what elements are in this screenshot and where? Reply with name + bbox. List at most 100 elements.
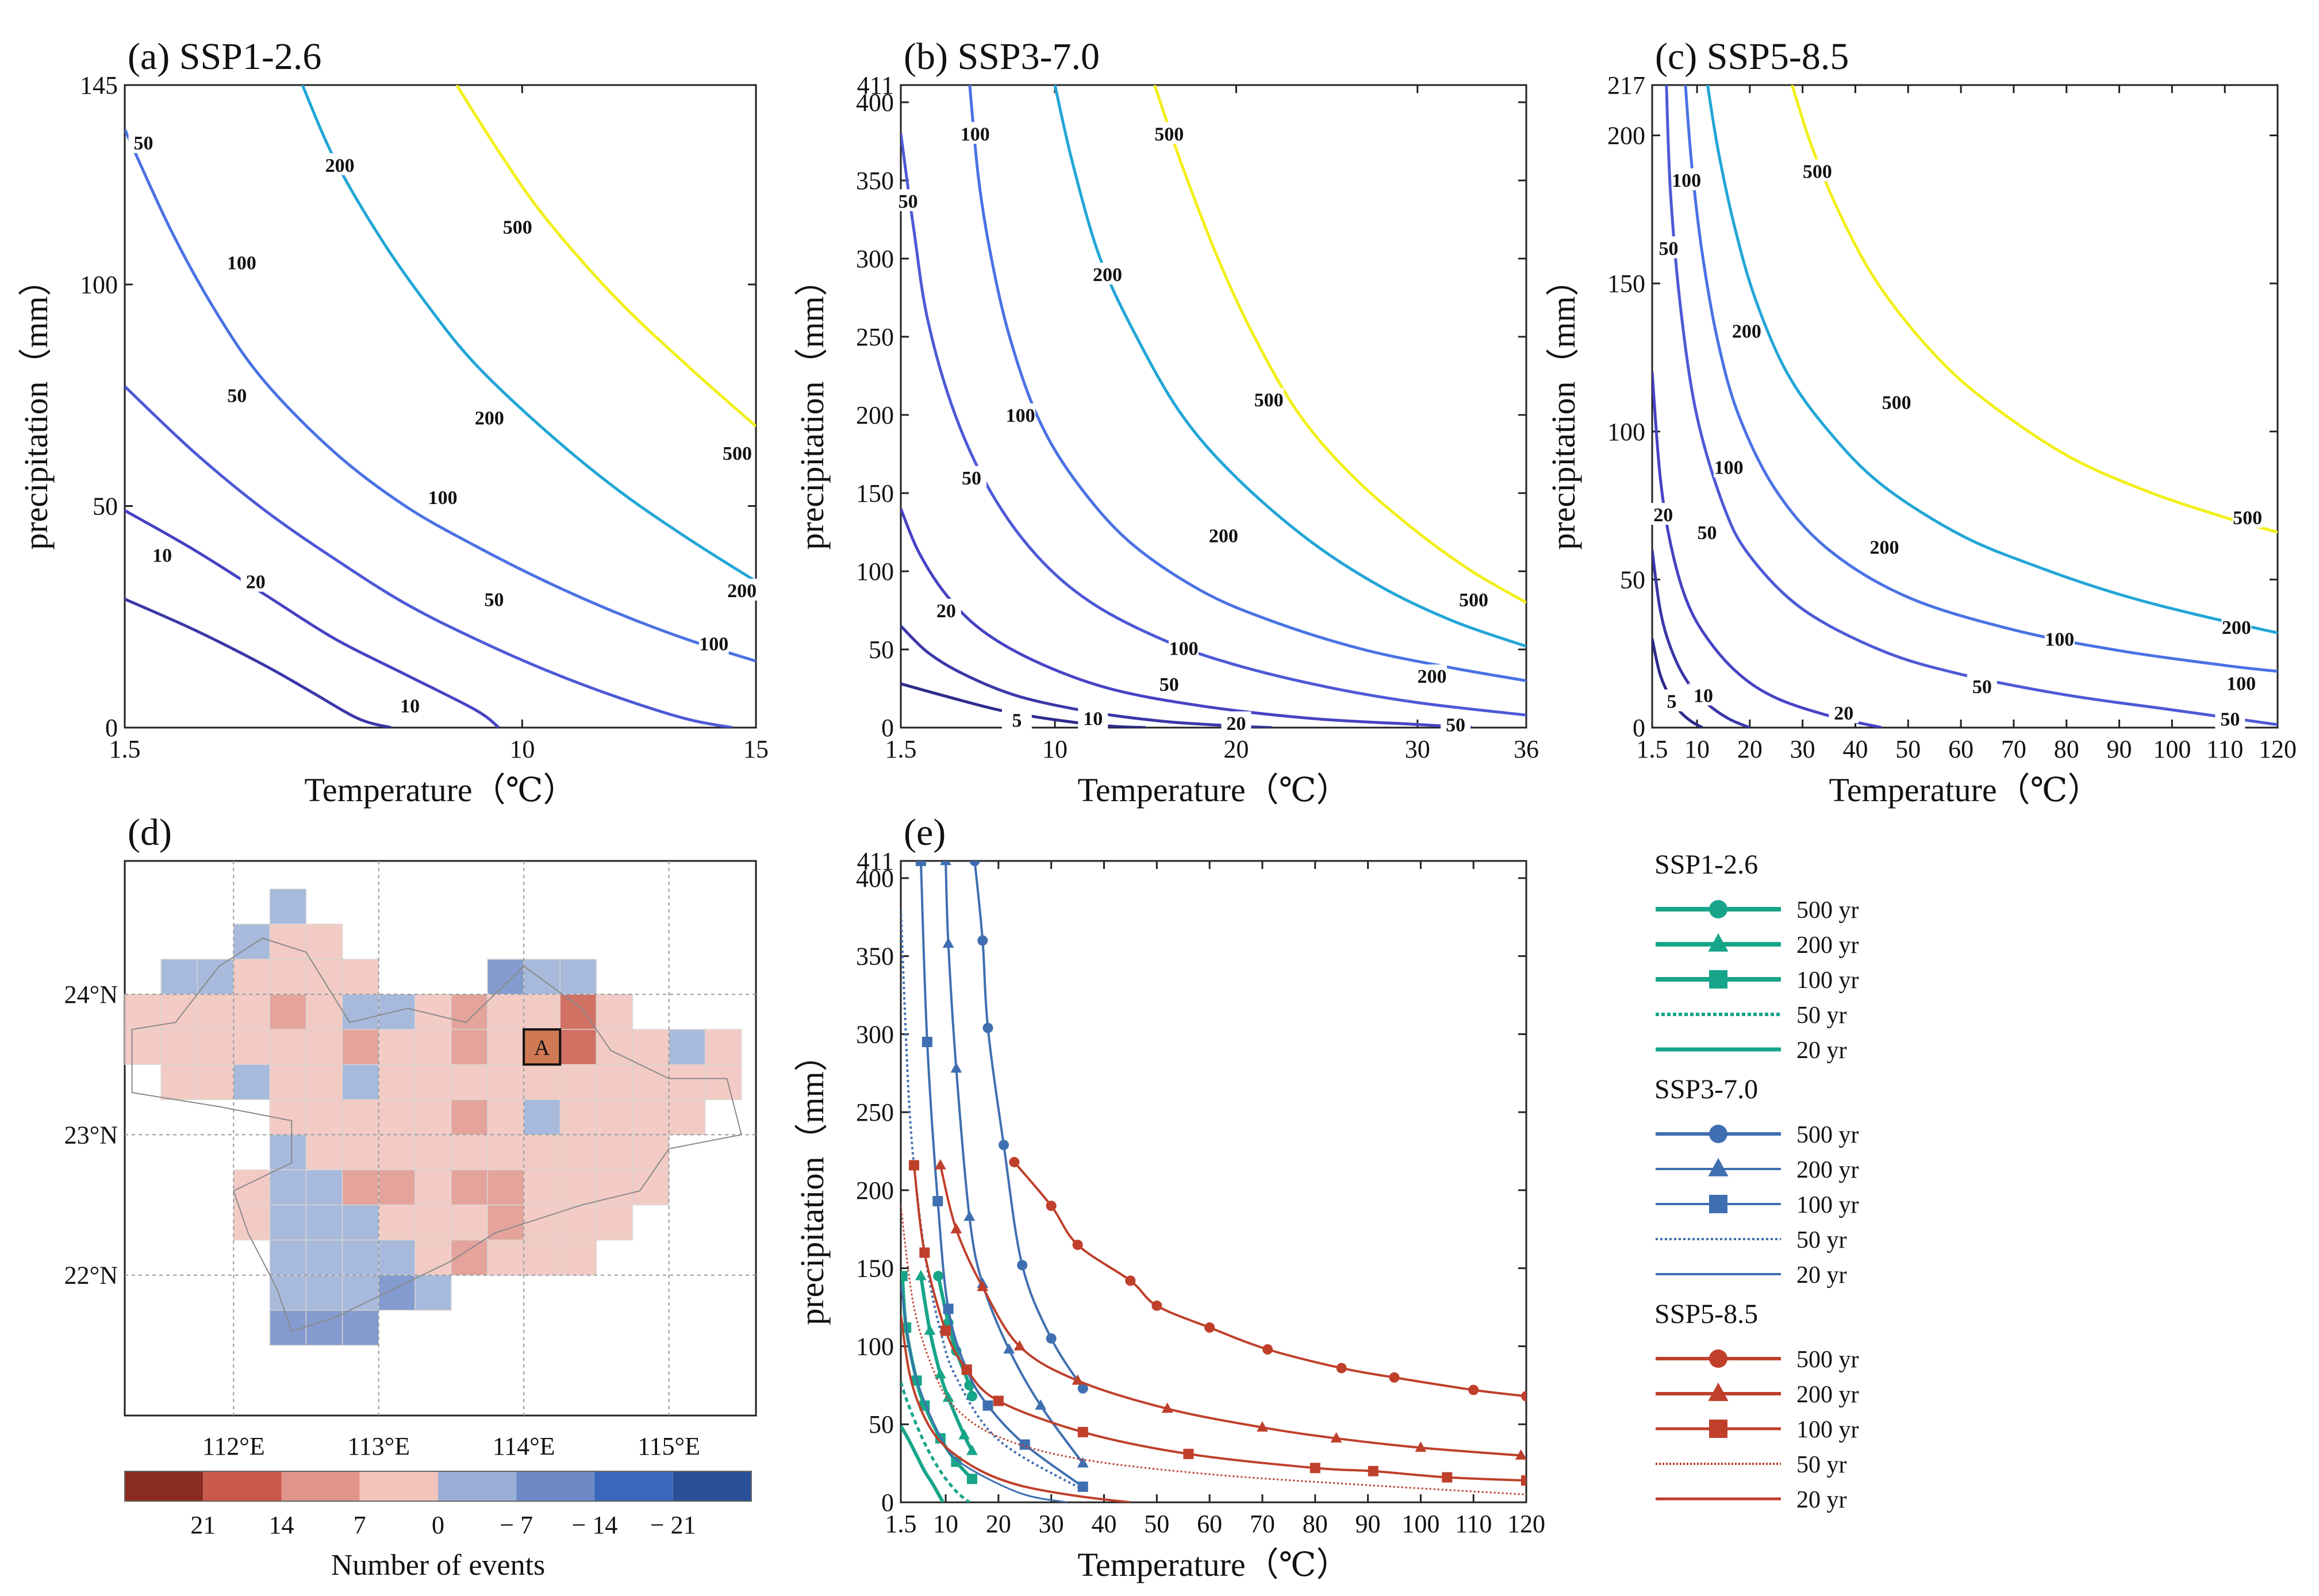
series-marker [1310, 1463, 1320, 1474]
grid-cell [305, 959, 343, 995]
grid-cell [451, 1099, 488, 1136]
contour-label-bg [1882, 390, 1912, 413]
contour-label: 20 [1653, 505, 1673, 526]
y-tick-label: 411 [857, 71, 894, 99]
grid-cell [596, 1064, 633, 1101]
contour-label-bg [502, 215, 533, 237]
x-tick-label: 110 [1455, 1510, 1492, 1538]
legend-item-label: 20 yr [1796, 1487, 1847, 1513]
x-tick-label: 20 [1737, 735, 1763, 763]
grid-cell [378, 1029, 416, 1065]
legend-item-label: 200 yr [1796, 1382, 1859, 1408]
legend-item-label: 100 yr [1796, 967, 1859, 994]
y-tick-label: 100 [1607, 418, 1645, 446]
contour-line-100 [125, 129, 756, 663]
contour-label: 50 [227, 386, 247, 407]
grid-cell [668, 1099, 706, 1136]
grid-cell [269, 1274, 307, 1311]
lat-tick-label: 22°N [64, 1262, 118, 1290]
contour-label-bg [722, 441, 752, 463]
contour-label: 200 [1093, 264, 1122, 286]
contour-label: 200 [1209, 525, 1238, 547]
contour-label: 100 [1006, 405, 1035, 426]
grid-cell [559, 1239, 597, 1276]
panel-a-ssp126-contour: 1.5 10 15 0 50 100 145 Temperature（℃） precipitat… [17, 36, 769, 809]
series-marker [1336, 1363, 1347, 1374]
x-tick-label: 10 [1684, 735, 1710, 763]
contour-label: 500 [1459, 590, 1488, 611]
contour-label: 500 [1803, 161, 1832, 182]
contour-label-bg [1005, 403, 1036, 425]
contour-label-bg [128, 131, 159, 153]
grid-cell [523, 1064, 560, 1101]
x-tick-label: 50 [1895, 735, 1921, 763]
series-line [939, 1165, 1521, 1457]
series-marker [1019, 1439, 1030, 1450]
legend-marker [1709, 900, 1727, 918]
colorbar-label: Number of events [331, 1549, 546, 1582]
x-tick-label: 20 [986, 1510, 1011, 1538]
x-tick-label: 90 [1356, 1510, 1381, 1538]
contour-label-bg [1221, 711, 1251, 733]
legend-item-label: 200 yr [1796, 932, 1859, 959]
series-marker [915, 861, 926, 866]
y-tick-label: 250 [856, 323, 894, 351]
grid-cell [160, 1064, 198, 1101]
contour-label: 50 [2220, 709, 2240, 730]
contour-label-bg [1731, 319, 1762, 341]
series-marker [933, 1271, 944, 1282]
x-tick-label: 60 [1197, 1510, 1222, 1538]
grid-cell [269, 1029, 307, 1065]
grid-cell [124, 994, 162, 1030]
grid-cell [596, 1029, 633, 1065]
lon-tick-label: 113°E [347, 1432, 410, 1460]
lat-tick-label: 23°N [64, 1121, 118, 1149]
x-tick-label: 10 [1042, 735, 1068, 763]
lat-tick-label: 24°N [64, 980, 118, 1009]
y-tick-label: 0 [881, 714, 894, 742]
grid-cell [451, 994, 488, 1030]
y-tick-label: 0 [105, 714, 118, 742]
y-tick-label: 350 [856, 167, 894, 195]
grid-cell [233, 1204, 271, 1241]
x-tick-label: 100 [1402, 1510, 1439, 1538]
contour-line-50 [1665, 85, 2278, 726]
contour-label-bg [2215, 707, 2245, 729]
legend-item-label: 20 yr [1796, 1037, 1847, 1064]
contour-label-bg [1967, 674, 1997, 697]
grid-cell [233, 1064, 271, 1101]
y-tick-label: 150 [856, 479, 894, 507]
contour-label: 100 [699, 634, 728, 655]
region-outline [131, 937, 742, 1332]
contour-label: 50 [962, 468, 981, 489]
grid-cell [559, 1169, 597, 1206]
legend-item-label: 500 yr [1796, 1347, 1859, 1373]
grid-cell [341, 959, 379, 995]
y-tick-label: 300 [856, 1020, 894, 1048]
legend-marker [1708, 933, 1729, 952]
contour-label: 100 [1714, 457, 1744, 479]
colorbar-segment [125, 1471, 204, 1501]
contour-label: 10 [152, 545, 172, 566]
contour-label-bg [1254, 387, 1284, 410]
grid-cell [668, 1064, 706, 1101]
grid-cell [704, 1029, 742, 1065]
grid-cell [451, 1204, 488, 1241]
contour-label-bg [428, 486, 458, 508]
contour-line-10 [901, 625, 1273, 728]
grid-cell [160, 959, 198, 995]
contour-label: 50 [899, 191, 918, 212]
series-marker [993, 1395, 1004, 1406]
legend: SSP1-2.6 500 yr 200 yr 100 yr 50 yr 20 yr SS… [1654, 849, 1859, 1513]
series-marker [940, 1325, 951, 1336]
series-marker [966, 1444, 978, 1455]
grid-cell [305, 1310, 343, 1346]
legend-marker [1709, 1125, 1727, 1143]
x-tick-label: 70 [2001, 735, 2026, 763]
y-axis-label: precipitation（mm） [793, 1038, 831, 1325]
x-axis-label: Temperature（℃） [1077, 771, 1349, 809]
grid-cell [305, 1274, 343, 1311]
grid-cell [559, 1134, 597, 1171]
series-marker [1515, 1449, 1526, 1460]
